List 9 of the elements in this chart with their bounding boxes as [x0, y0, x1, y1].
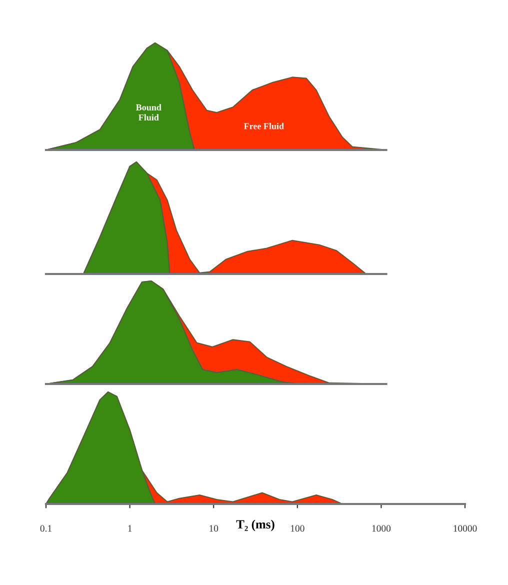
x-axis-title: T₂ (ms): [236, 520, 274, 532]
x-tick-label: 10: [210, 525, 218, 532]
x-tick-label: 10000: [454, 525, 477, 532]
x-tick-label: 100: [290, 525, 304, 532]
x-tick-label: 1000: [372, 525, 391, 532]
x-tick-label: 1: [128, 525, 132, 532]
x-tick-label: 0.1: [40, 525, 52, 532]
annotation: Bound Fluid: [136, 104, 162, 121]
annotation: Free Fluid: [244, 122, 284, 130]
